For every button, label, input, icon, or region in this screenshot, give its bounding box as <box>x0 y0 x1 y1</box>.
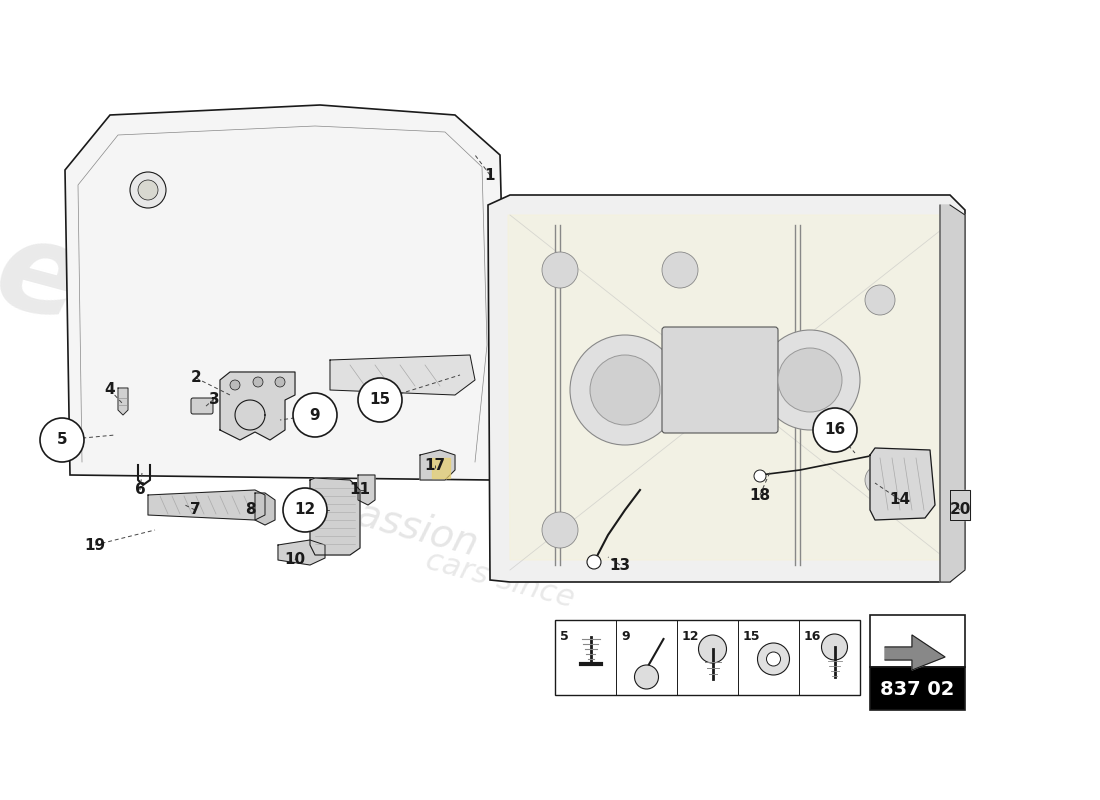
Text: 16: 16 <box>824 422 846 438</box>
Text: 18: 18 <box>749 487 771 502</box>
Circle shape <box>698 635 726 663</box>
Text: eurospares: eurospares <box>0 210 778 530</box>
Circle shape <box>542 512 578 548</box>
Text: 1985: 1985 <box>697 201 943 339</box>
Text: 3: 3 <box>209 391 219 406</box>
Text: 6: 6 <box>134 482 145 498</box>
Polygon shape <box>940 205 965 582</box>
Text: 14: 14 <box>890 493 911 507</box>
Polygon shape <box>118 388 128 415</box>
FancyBboxPatch shape <box>870 667 965 710</box>
Polygon shape <box>220 372 295 440</box>
Polygon shape <box>886 635 945 670</box>
Text: 5: 5 <box>57 433 67 447</box>
Text: 10: 10 <box>285 553 306 567</box>
Text: 9: 9 <box>310 407 320 422</box>
Polygon shape <box>432 458 450 478</box>
Text: a passion for: a passion for <box>295 479 546 581</box>
Circle shape <box>293 393 337 437</box>
Text: 17: 17 <box>425 458 446 473</box>
Circle shape <box>587 555 601 569</box>
Text: 1: 1 <box>485 167 495 182</box>
Text: 15: 15 <box>370 393 390 407</box>
Circle shape <box>822 634 847 660</box>
Circle shape <box>130 172 166 208</box>
Circle shape <box>253 377 263 387</box>
Text: 837 02: 837 02 <box>880 680 955 698</box>
Circle shape <box>570 335 680 445</box>
Circle shape <box>778 348 842 412</box>
Text: 4: 4 <box>104 382 116 398</box>
Polygon shape <box>278 540 324 565</box>
Polygon shape <box>488 195 965 582</box>
Text: 11: 11 <box>350 482 371 498</box>
Polygon shape <box>148 490 265 520</box>
FancyBboxPatch shape <box>870 615 965 667</box>
Text: 13: 13 <box>609 558 630 573</box>
Text: 15: 15 <box>742 630 760 643</box>
Text: 5: 5 <box>560 630 569 643</box>
Text: 19: 19 <box>85 538 106 553</box>
Polygon shape <box>330 355 475 395</box>
Polygon shape <box>420 450 455 480</box>
Text: 8: 8 <box>244 502 255 518</box>
Circle shape <box>758 643 790 675</box>
FancyBboxPatch shape <box>191 398 213 414</box>
Text: cars since: cars since <box>422 546 578 614</box>
FancyBboxPatch shape <box>556 620 860 695</box>
Circle shape <box>138 180 158 200</box>
Circle shape <box>865 285 895 315</box>
Polygon shape <box>255 493 275 525</box>
Polygon shape <box>508 215 958 560</box>
Circle shape <box>283 488 327 532</box>
Polygon shape <box>65 105 505 480</box>
Polygon shape <box>950 490 970 520</box>
Text: 7: 7 <box>189 502 200 518</box>
Circle shape <box>635 665 659 689</box>
Circle shape <box>358 378 402 422</box>
Circle shape <box>760 330 860 430</box>
Circle shape <box>275 377 285 387</box>
Polygon shape <box>870 448 935 520</box>
Circle shape <box>542 252 578 288</box>
Circle shape <box>754 470 766 482</box>
Text: 12: 12 <box>682 630 700 643</box>
Circle shape <box>813 408 857 452</box>
FancyBboxPatch shape <box>662 327 778 433</box>
Text: 16: 16 <box>804 630 822 643</box>
Circle shape <box>767 652 781 666</box>
Circle shape <box>662 252 698 288</box>
Circle shape <box>40 418 84 462</box>
Polygon shape <box>358 475 375 505</box>
Text: 9: 9 <box>621 630 629 643</box>
Polygon shape <box>310 478 360 555</box>
Circle shape <box>230 380 240 390</box>
Text: 2: 2 <box>190 370 201 386</box>
Text: 12: 12 <box>295 502 316 518</box>
Text: 20: 20 <box>949 502 970 518</box>
Circle shape <box>590 355 660 425</box>
Polygon shape <box>298 520 310 530</box>
Circle shape <box>865 465 895 495</box>
